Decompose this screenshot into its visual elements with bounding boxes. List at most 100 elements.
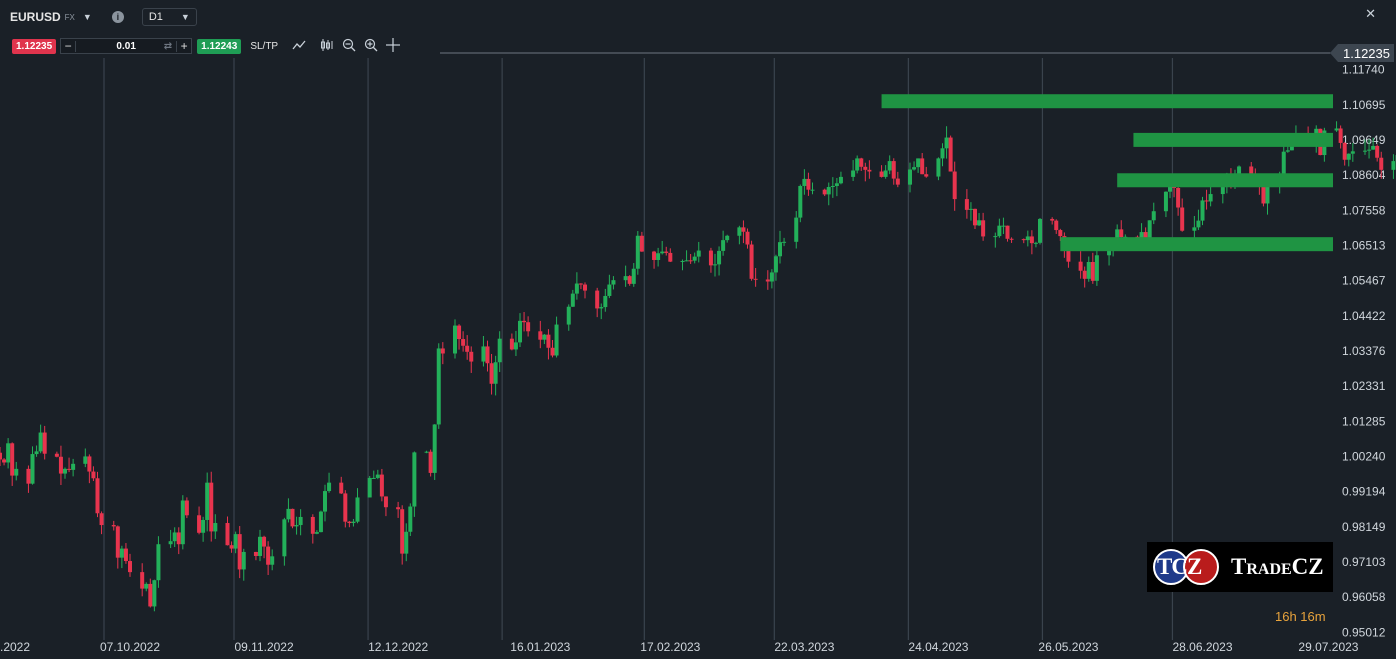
candle-body — [1249, 166, 1254, 175]
candle-body — [0, 452, 2, 460]
candle-body — [554, 324, 559, 356]
candle-body — [152, 580, 157, 607]
candle-body — [948, 137, 953, 172]
candle-body — [71, 463, 76, 470]
crosshair-icon[interactable] — [386, 37, 401, 55]
candle-body — [623, 276, 628, 281]
candle-body — [912, 167, 917, 170]
buy-button[interactable]: 1.12243 — [197, 38, 242, 54]
candle-body — [489, 363, 494, 384]
candle-body — [656, 253, 661, 260]
candle-body — [493, 362, 498, 384]
decrease-button[interactable]: − — [64, 39, 72, 53]
candle-body — [570, 293, 575, 307]
quantity-stepper[interactable]: − 0.01 ⇄ + — [60, 38, 193, 54]
candle-body — [1107, 250, 1112, 256]
candle-body — [408, 506, 413, 532]
info-icon[interactable]: i — [111, 11, 124, 23]
candle-body — [461, 339, 466, 346]
candle-body — [1054, 220, 1059, 231]
y-tick-label: 0.97103 — [1342, 555, 1386, 569]
candle-body — [879, 171, 884, 177]
candle-body — [611, 280, 616, 285]
increase-button[interactable]: + — [180, 39, 188, 53]
candle-chart-icon[interactable] — [320, 38, 334, 55]
candle-body — [253, 551, 258, 556]
candle-body — [457, 325, 462, 340]
candle-body — [156, 544, 161, 581]
candle-body — [119, 548, 124, 558]
candle-body — [123, 548, 128, 562]
y-tick-label: 0.96058 — [1342, 590, 1386, 604]
y-tick-label: 1.09649 — [1342, 133, 1386, 147]
candle-body — [1391, 161, 1396, 170]
close-icon[interactable]: ✕ — [1365, 6, 1376, 21]
current-price-tag — [1330, 43, 1394, 62]
candle-body — [168, 541, 173, 545]
chevron-down-icon: ▼ — [180, 12, 190, 22]
candle-body — [26, 468, 31, 484]
candle-body — [522, 320, 527, 323]
quantity-field[interactable]: 0.01 ⇄ — [75, 40, 178, 52]
candle-body — [509, 338, 514, 350]
x-tick-label: 22.03.2023 — [774, 640, 834, 654]
candle-body — [1204, 200, 1209, 202]
candle-body — [964, 199, 969, 210]
y-tick-label: 0.95012 — [1342, 625, 1386, 639]
line-chart-icon[interactable] — [292, 39, 306, 54]
candle-body — [115, 526, 120, 558]
x-tick-label: 16.01.2023 — [510, 640, 570, 654]
candle-body — [327, 482, 332, 492]
candle-body — [578, 283, 583, 285]
candle-body — [318, 511, 323, 533]
candle-body — [91, 471, 96, 479]
candle-body — [30, 454, 35, 484]
candle-body — [1086, 262, 1091, 279]
y-tick-label: 1.08604 — [1342, 168, 1386, 182]
candle-body — [1375, 145, 1380, 158]
candle-body — [339, 482, 344, 494]
x-tick-label: 07.10.2022 — [100, 640, 160, 654]
candle-body — [599, 307, 604, 309]
candle-body — [635, 235, 640, 269]
candle-body — [741, 227, 746, 232]
zoom-out-icon[interactable] — [342, 38, 356, 55]
sltp-button[interactable]: SL/TP — [250, 40, 279, 52]
logo-letters: TCZ — [1157, 554, 1202, 579]
candle-body — [518, 320, 522, 343]
candle-body — [1237, 166, 1242, 174]
y-tick-label: 1.02331 — [1342, 379, 1386, 393]
candle-body — [1192, 227, 1197, 231]
swap-icon[interactable]: ⇄ — [163, 40, 173, 52]
candle-body — [1082, 270, 1087, 279]
candle-body — [639, 235, 644, 252]
candle-body — [1338, 128, 1343, 143]
x-tick-label: 17.02.2023 — [640, 640, 700, 654]
x-tick-label: 24.04.2023 — [908, 640, 968, 654]
candle-body — [806, 178, 811, 190]
candle-body — [538, 331, 543, 340]
candle-body — [1342, 142, 1347, 160]
timeframe-select[interactable]: D1 ▼ — [141, 8, 197, 26]
candle-body — [258, 536, 262, 556]
candle-body — [440, 348, 445, 354]
logo-badge: TCZ — [1153, 542, 1225, 592]
support-zone-2 — [1060, 237, 1333, 252]
candle-body — [1029, 236, 1034, 244]
candle-body — [63, 468, 67, 474]
candle-body — [664, 251, 669, 253]
candle-body — [323, 491, 327, 512]
trade-panel: 1.12235 − 0.01 ⇄ + 1.12243 SL/TP — [12, 37, 401, 55]
candle-body — [566, 306, 571, 325]
sell-button[interactable]: 1.12235 — [12, 38, 57, 54]
chevron-down-icon[interactable]: ▼ — [82, 12, 92, 22]
candle-body — [1058, 230, 1063, 237]
candle-body — [753, 278, 758, 280]
candle-body — [680, 260, 685, 262]
x-tick-label: 12.12.2022 — [368, 640, 428, 654]
zoom-in-icon[interactable] — [364, 38, 378, 55]
candle-body — [1001, 225, 1006, 227]
symbol-label[interactable]: EURUSD — [10, 10, 61, 24]
symbol-type-label: FX — [64, 12, 75, 22]
